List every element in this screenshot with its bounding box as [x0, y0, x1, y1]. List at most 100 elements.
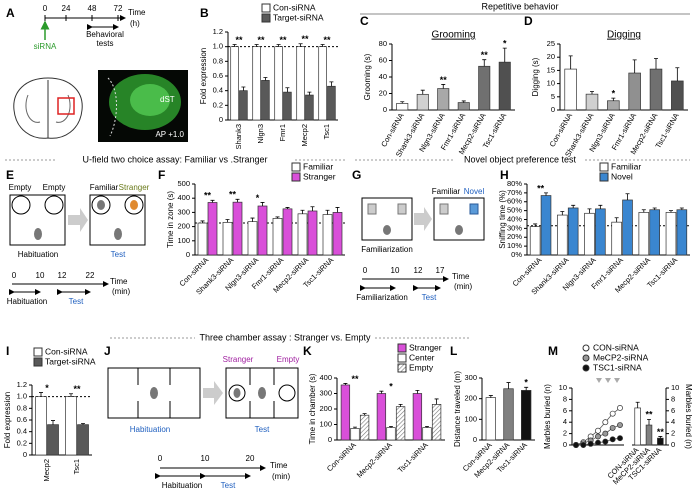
y-tick-label: 300 [464, 373, 477, 382]
significance: ** [481, 50, 489, 60]
schematic-a: 0 24 48 72 Time (h) siRNA Behavioral tes… [13, 4, 188, 142]
error-bar [614, 217, 619, 223]
y-tick-label: 0 [563, 440, 567, 449]
bar [396, 103, 409, 111]
bar [350, 428, 360, 441]
y-axis-label: Grooming (s) [363, 53, 372, 100]
y-tick-label: 4 [671, 417, 675, 426]
y-axis-label: Time in chamber (s) [308, 373, 317, 444]
y-tick-label: 10 [547, 79, 555, 88]
schematic-g: Familiarization Familiar Novel 0 10 12 1… [356, 187, 485, 302]
tests-label: tests [97, 39, 114, 48]
error-bar [482, 59, 487, 67]
y-tick-label: 5 [551, 92, 555, 101]
phase-label: Test [111, 250, 126, 259]
error-bar [260, 202, 265, 207]
period-label: Test [221, 481, 236, 490]
zone-label: Empty [9, 183, 32, 192]
bar [77, 424, 89, 456]
bar [376, 393, 387, 441]
significance: * [389, 382, 393, 392]
panel-letter: L [450, 344, 457, 358]
point [580, 442, 587, 448]
legend-marker [582, 354, 590, 362]
y-tick-label: 0 [551, 105, 555, 114]
bar [232, 201, 243, 256]
bar [35, 396, 47, 456]
point [609, 436, 616, 443]
region-label: dST [160, 95, 175, 104]
point [609, 410, 616, 417]
panel-letter: J [104, 344, 111, 358]
y-tick-label: 100 [177, 236, 190, 245]
section-label: AP +1.0 [155, 130, 184, 139]
legend-swatch [261, 13, 271, 23]
bar [261, 80, 270, 121]
error-bar [571, 204, 576, 208]
point [573, 442, 579, 448]
error-bar [235, 198, 240, 203]
bar [649, 68, 663, 111]
period-label: Test [422, 293, 437, 302]
error-bar [241, 86, 246, 91]
bar [412, 393, 423, 441]
y-tick-label: 8 [563, 394, 567, 403]
panel-letter: A [6, 6, 15, 20]
y-axis-label: Marbles buried (n) [684, 384, 693, 449]
y-tick-label: 0.8 [17, 403, 27, 412]
error-bar [298, 43, 303, 47]
legend-swatch [397, 343, 407, 353]
treatment-label: siRNA [34, 42, 57, 51]
x-tick-label: Fmr1 [278, 124, 287, 142]
y-axis-label: Distance traveled (m) [453, 371, 462, 447]
y-tick-label: 4 [563, 417, 567, 426]
timeline-label: 48 [88, 4, 97, 13]
error-bar [400, 101, 405, 104]
error-bar [658, 436, 663, 439]
bar [457, 102, 470, 111]
bar [649, 209, 660, 256]
bar [307, 210, 318, 256]
bar [622, 199, 633, 256]
y-tick-label: 0 [473, 435, 477, 444]
error-bar [635, 401, 640, 408]
significance: ** [235, 35, 243, 45]
y-tick-label: 100 [319, 419, 332, 428]
bar [485, 397, 496, 441]
zone-label: Familiar [90, 183, 119, 192]
legend-label: Target-siRNA [273, 12, 324, 22]
error-bar [307, 91, 312, 96]
error-bar [488, 395, 493, 398]
y-tick-label: 200 [464, 394, 477, 403]
phase-label: Familiarization [361, 245, 413, 254]
chamber-label: Stranger [223, 355, 254, 364]
chamber-label: Empty [277, 355, 300, 364]
bar [431, 404, 442, 441]
error-bar [415, 390, 420, 394]
legend-label: Center [409, 352, 435, 362]
object-label: Novel [464, 187, 485, 196]
error-bar [250, 217, 255, 222]
legend-swatch [261, 3, 271, 13]
error-bar [441, 84, 446, 89]
error-bar [353, 426, 357, 429]
timeline-label: 12 [58, 271, 67, 280]
timeline-unit: (min) [454, 282, 473, 291]
error-bar [524, 386, 529, 391]
y-tick-label: 0.8 [213, 56, 223, 65]
timeline-label: 0 [158, 454, 163, 463]
y-tick-label: 400 [319, 373, 332, 382]
x-tick-label: Tsc1 [72, 459, 81, 474]
point [595, 427, 601, 434]
legend-label: Stranger [409, 342, 442, 352]
error-bar [461, 100, 466, 103]
bar [638, 212, 650, 256]
bar [437, 88, 450, 111]
error-bar [254, 44, 259, 47]
schematic-e: Empty Empty Familiar Stranger Habituatio… [7, 183, 150, 306]
legend-label: Con-siRNA [273, 2, 316, 12]
error-bar [81, 423, 85, 425]
y-tick-label: 2 [671, 429, 675, 438]
legend-swatch [33, 357, 43, 367]
y-tick-label: 20% [507, 232, 522, 241]
